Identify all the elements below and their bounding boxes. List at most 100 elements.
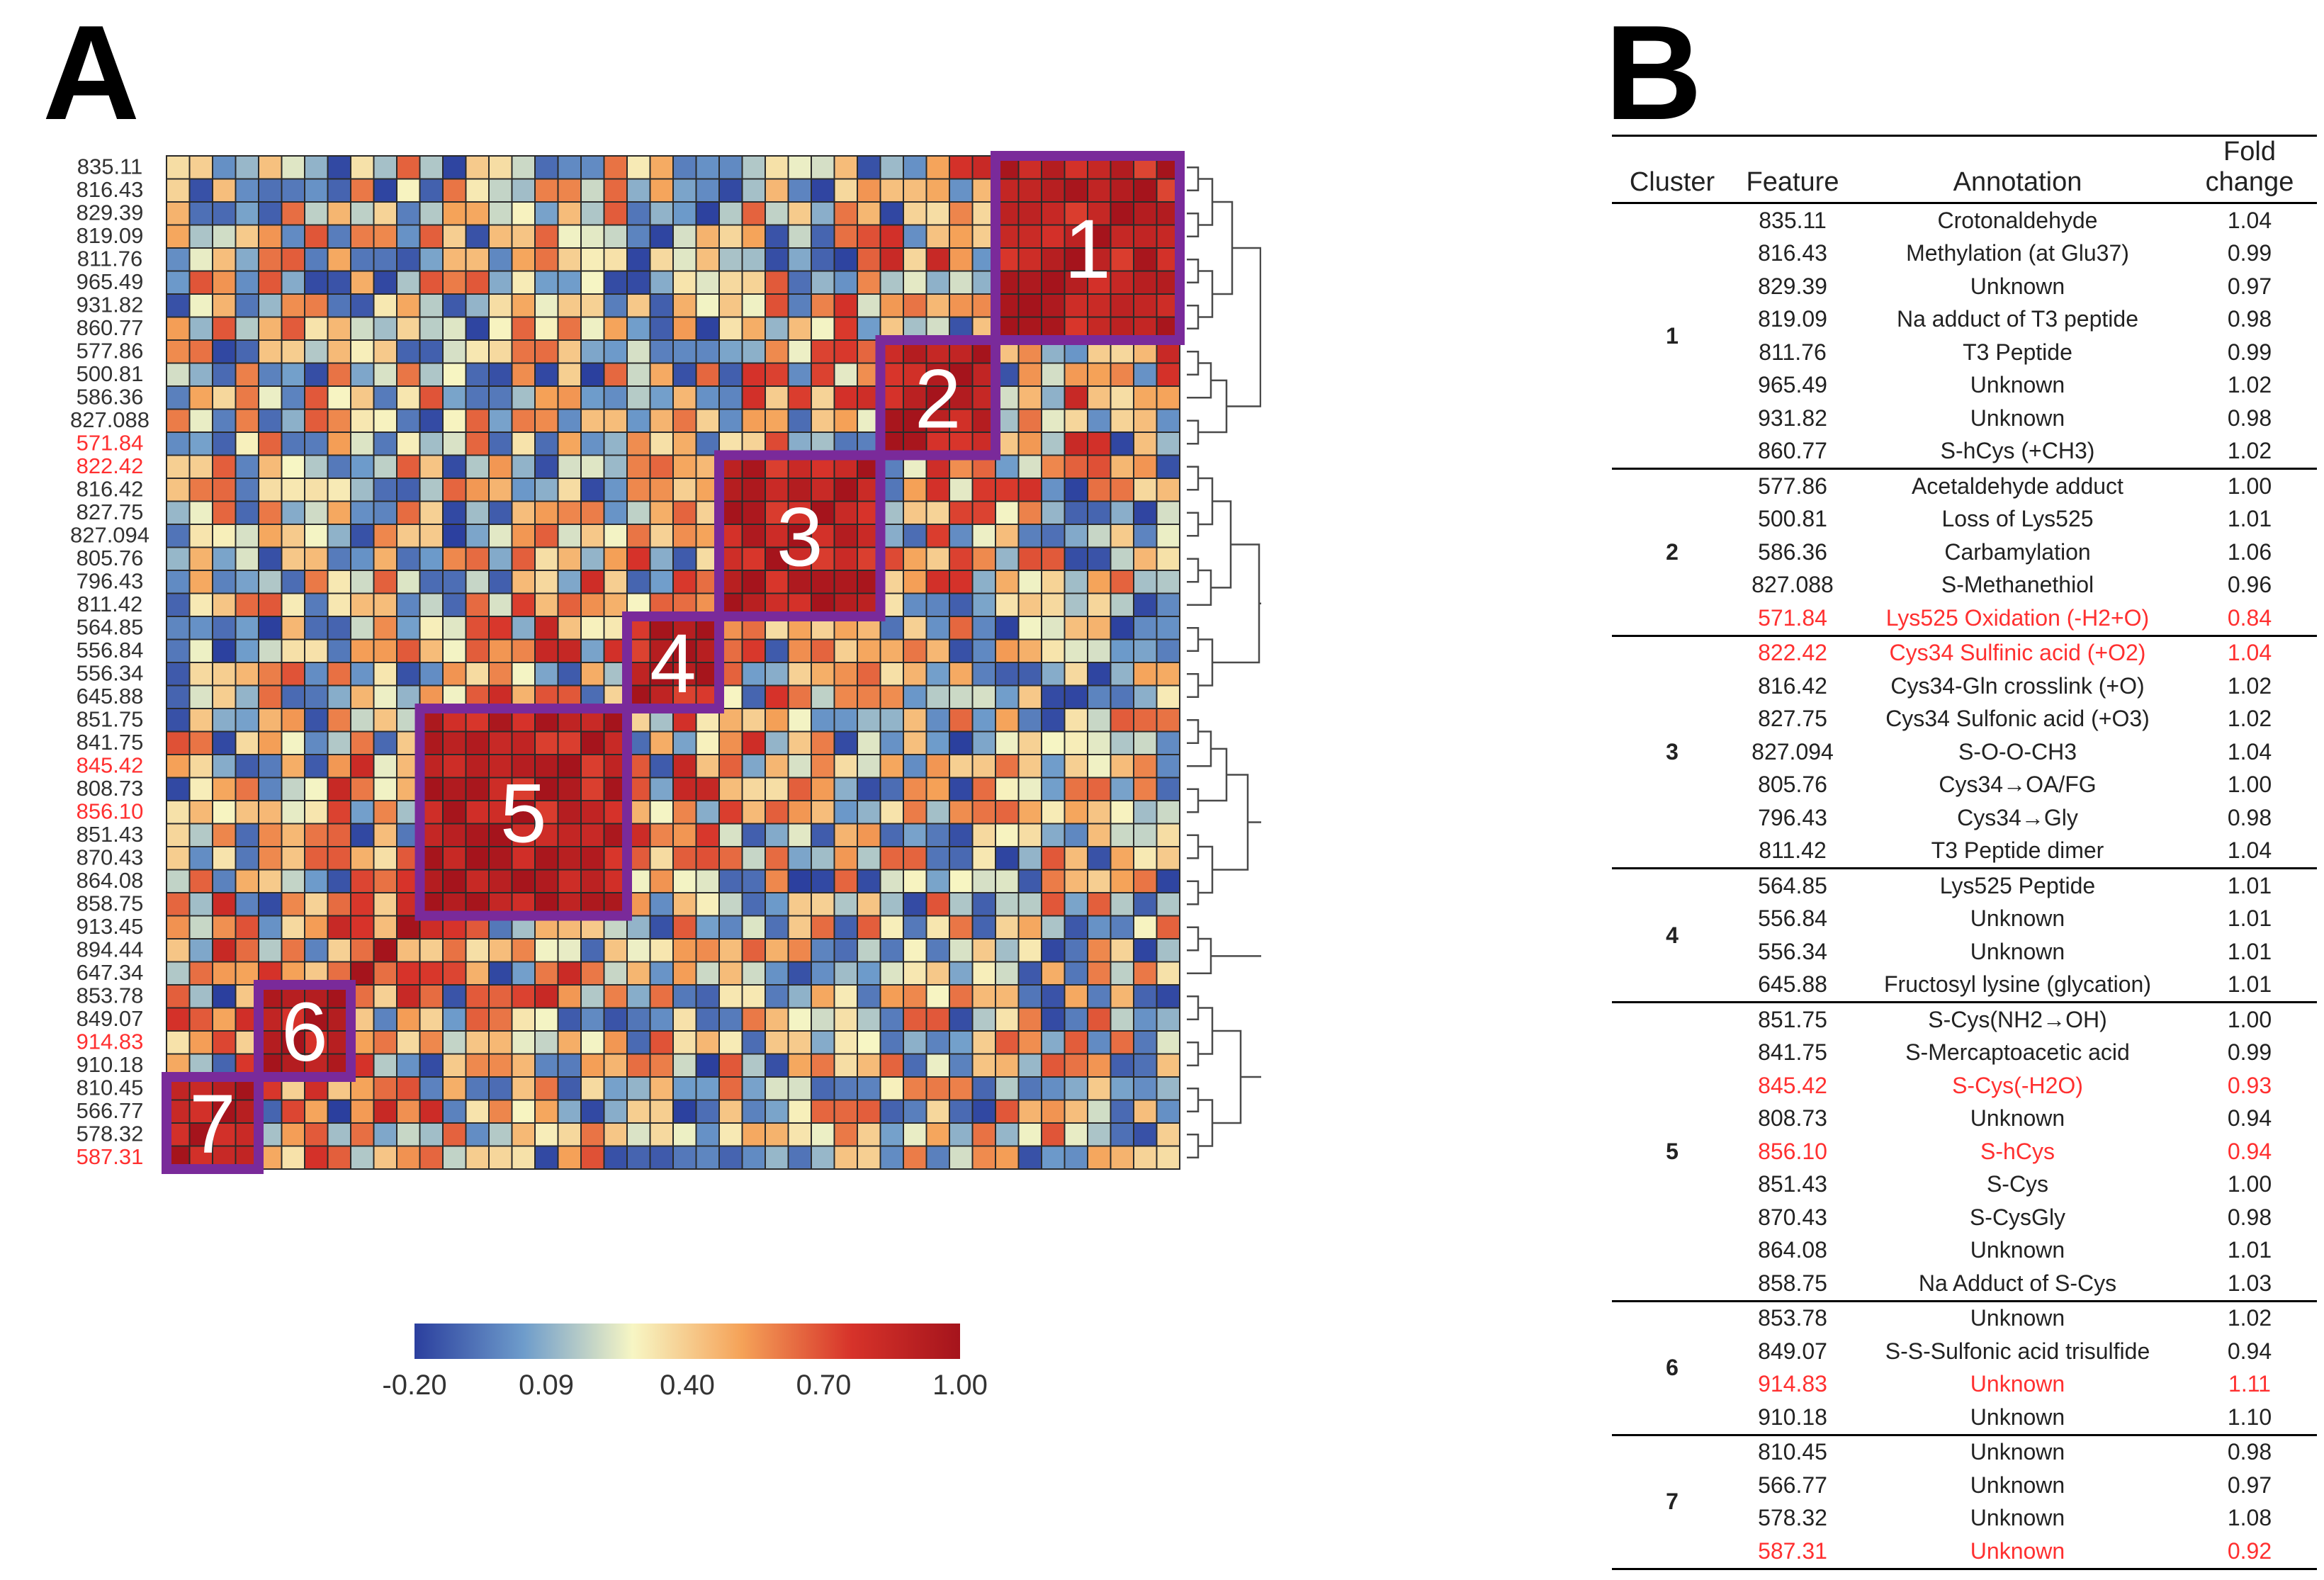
heatmap-cell (649, 1145, 674, 1170)
heatmap-cell (212, 478, 237, 502)
heatmap-cell (718, 730, 743, 755)
heatmap-cell (811, 638, 835, 663)
heatmap-cell (396, 362, 421, 387)
heatmap-cell (557, 524, 582, 548)
heatmap-cell (327, 293, 351, 318)
heatmap-cell (857, 984, 881, 1009)
heatmap-cell (350, 155, 375, 180)
heatmap-cell (833, 224, 858, 249)
heatmap-cell (1041, 1076, 1066, 1101)
heatmap-cell (511, 454, 536, 479)
heatmap-cell (765, 708, 789, 733)
dendrogram-link (1198, 1007, 1214, 1055)
heatmap-cell (373, 316, 397, 341)
heatmap-cell (212, 454, 237, 479)
heatmap-cell (1110, 984, 1134, 1009)
heatmap-cell (1087, 616, 1112, 641)
heatmap-cell (903, 1076, 927, 1101)
heatmap-cell (419, 1030, 444, 1055)
heatmap-cell (419, 616, 444, 641)
dendrogram-link (1187, 627, 1200, 652)
heatmap-cell (258, 869, 283, 893)
heatmap-cell (350, 247, 375, 272)
heatmap-cell (304, 178, 329, 203)
heatmap-cell (811, 316, 835, 341)
heatmap-cell (442, 339, 467, 364)
heatmap-cell (1041, 247, 1066, 272)
heatmap-cell (741, 270, 766, 295)
table-row: 827.094 S-O-O-CH3 1.04 (1612, 735, 2317, 769)
heatmap-cell (534, 155, 559, 180)
heatmap-cell (580, 961, 605, 986)
heatmap-cell (212, 823, 237, 847)
heatmap-cell (557, 592, 582, 617)
heatmap-cell (1017, 408, 1042, 433)
heatmap-cell (626, 178, 651, 203)
heatmap-cell (580, 777, 605, 801)
heatmap-cell (580, 454, 605, 479)
heatmap-cell (971, 1099, 996, 1124)
heatmap-cell (488, 478, 513, 502)
heatmap-cell (511, 754, 536, 779)
heatmap-cell (649, 362, 674, 387)
heatmap-cell (188, 385, 213, 410)
heatmap-cell (235, 431, 259, 456)
heatmap-cell (212, 155, 237, 180)
fold-change-cell: 1.02 (2227, 672, 2272, 699)
heatmap-cell (626, 316, 651, 341)
feature-cell: 822.42 (1758, 640, 1827, 666)
heatmap-cell (396, 524, 421, 548)
heatmap-cell (1017, 662, 1042, 687)
heatmap-cell (188, 570, 213, 594)
heatmap-cell (1133, 431, 1158, 456)
heatmap-cell (787, 339, 812, 364)
heatmap-cell (1156, 938, 1180, 963)
heatmap-cell (765, 316, 789, 341)
heatmap-cell (1017, 1145, 1042, 1170)
row-label: 931.82 (77, 292, 144, 317)
heatmap-cell (765, 339, 789, 364)
heatmap-cell (626, 938, 651, 963)
heatmap-cell (741, 1007, 766, 1032)
heatmap-cell (580, 478, 605, 502)
heatmap-cell (511, 339, 536, 364)
heatmap-cell (603, 938, 628, 963)
heatmap-cell (304, 478, 329, 502)
heatmap-cell (281, 823, 305, 847)
feature-cell: 827.088 (1752, 572, 1834, 598)
heatmap-cell (1017, 638, 1042, 663)
annotation-cell: Methylation (at Glu37) (1906, 240, 2129, 266)
heatmap-cell (1064, 431, 1088, 456)
heatmap-cell (1017, 800, 1042, 825)
heatmap-cell (258, 708, 283, 733)
heatmap-cell (304, 938, 329, 963)
heatmap-cell (787, 178, 812, 203)
heatmap-cell (879, 616, 904, 641)
heatmap-cell (925, 616, 950, 641)
heatmap-cell (350, 754, 375, 779)
heatmap-cell (787, 385, 812, 410)
heatmap-cell (304, 1122, 329, 1147)
heatmap-cell (166, 478, 191, 502)
heatmap-cell (327, 431, 351, 456)
heatmap-cell (1017, 478, 1042, 502)
heatmap-cell (281, 500, 305, 525)
heatmap-cell (787, 1007, 812, 1032)
heatmap-cell (1064, 1053, 1088, 1078)
heatmap-cell (557, 1030, 582, 1055)
heatmap-cell (488, 201, 513, 226)
heatmap-cell (925, 478, 950, 502)
heatmap-cell (488, 592, 513, 617)
annotation-cell: Unknown (1970, 905, 2065, 932)
heatmap-cell (995, 1099, 1020, 1124)
row-label: 860.77 (77, 315, 144, 340)
heatmap-cell (488, 823, 513, 847)
heatmap-cell (603, 247, 628, 272)
heatmap-cell (1017, 178, 1042, 203)
feature-cell: 578.32 (1758, 1505, 1827, 1531)
heatmap-cell (971, 500, 996, 525)
heatmap-cell (741, 1076, 766, 1101)
heatmap-cell (765, 362, 789, 387)
row-label: 841.75 (77, 730, 144, 755)
heatmap-cell (281, 869, 305, 893)
